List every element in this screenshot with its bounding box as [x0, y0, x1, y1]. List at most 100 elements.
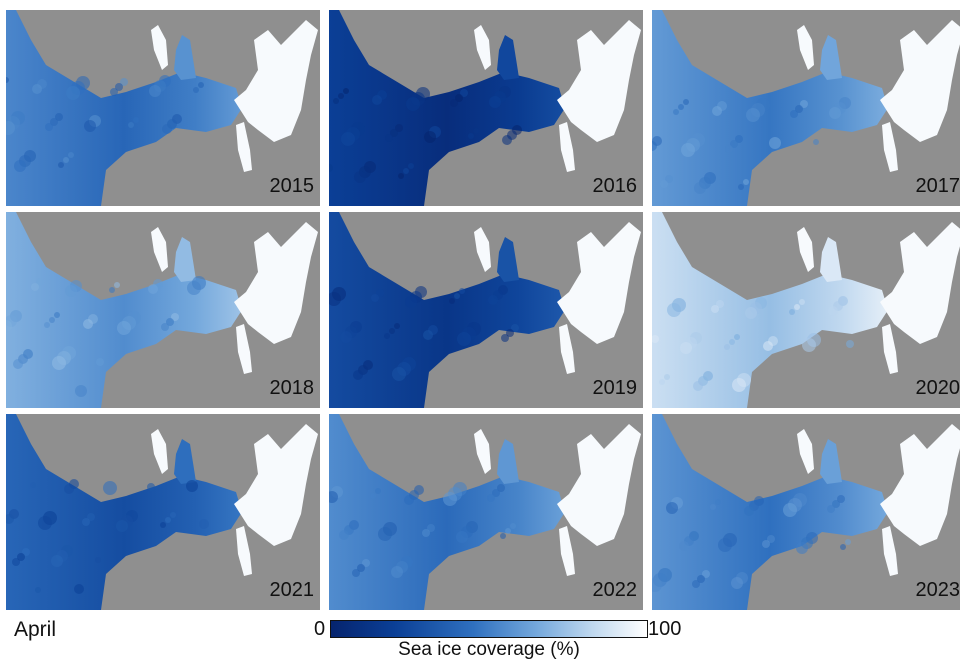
- texture-speck: [35, 587, 41, 593]
- texture-speck: [794, 304, 800, 310]
- texture-speck: [424, 131, 436, 143]
- texture-speck: [87, 513, 95, 521]
- month-label: April: [14, 618, 57, 641]
- texture-speck: [511, 324, 519, 332]
- texture-speck: [423, 330, 433, 340]
- sea-region: [6, 414, 242, 610]
- texture-speck: [673, 109, 679, 115]
- inlet-region: [820, 35, 842, 80]
- texture-speck: [403, 168, 409, 174]
- texture-speck: [502, 135, 512, 145]
- texture-speck: [427, 524, 435, 532]
- inlet-region: [820, 237, 842, 282]
- texture-speck: [762, 540, 770, 548]
- texture-speck: [31, 283, 39, 291]
- ice-bay-region: [557, 222, 641, 344]
- texture-speck: [340, 331, 352, 343]
- ice-bay-region: [880, 424, 960, 546]
- texture-speck: [149, 85, 161, 97]
- colorbar-max-label: 100: [648, 618, 682, 640]
- colorbar-title: Sea ice coverage (%): [398, 639, 580, 660]
- texture-speck: [730, 140, 738, 148]
- texture-speck: [460, 89, 468, 97]
- sea-ice-map: [652, 212, 960, 408]
- ice-arm-north: [474, 227, 491, 272]
- year-label: 2019: [592, 377, 638, 399]
- texture-speck: [30, 482, 36, 488]
- texture-speck: [110, 88, 118, 96]
- year-label: 2017: [915, 175, 960, 197]
- texture-speck: [745, 307, 757, 319]
- map-panel-grid: 2015 2016 2017 2018 2019 2020 2021 2022 2023: [6, 10, 960, 610]
- inlet-region: [174, 35, 196, 80]
- map-panel-2018: 2018: [6, 212, 320, 408]
- texture-speck: [692, 580, 700, 588]
- colorbar-gradient: [330, 620, 648, 638]
- texture-speck: [391, 566, 403, 578]
- texture-speck: [51, 555, 63, 567]
- texture-speck: [329, 491, 338, 503]
- texture-speck: [660, 180, 668, 188]
- texture-speck: [679, 541, 689, 551]
- texture-speck: [744, 506, 754, 516]
- texture-speck: [796, 542, 808, 554]
- texture-speck: [394, 323, 400, 329]
- texture-speck: [652, 335, 659, 343]
- year-label: 2023: [915, 579, 960, 601]
- texture-speck: [171, 313, 179, 321]
- texture-speck: [404, 495, 414, 505]
- texture-speck: [718, 538, 732, 552]
- sea-ice-map: [6, 414, 318, 610]
- texture-speck: [422, 529, 430, 537]
- texture-speck: [459, 288, 465, 294]
- map-panel-2019: 2019: [329, 212, 643, 408]
- texture-speck: [488, 295, 498, 305]
- texture-speck: [746, 108, 760, 122]
- ice-arm-north: [151, 227, 168, 272]
- texture-speck: [738, 184, 744, 190]
- texture-speck: [725, 145, 733, 153]
- texture-speck: [199, 519, 209, 529]
- texture-speck: [13, 359, 23, 369]
- ice-bay-region: [557, 20, 641, 142]
- ice-arm-north: [151, 429, 168, 474]
- texture-speck: [510, 523, 516, 529]
- texture-speck: [187, 281, 201, 295]
- texture-speck: [506, 329, 514, 337]
- texture-speck: [468, 133, 474, 139]
- texture-speck: [837, 495, 845, 503]
- texture-speck: [731, 577, 743, 589]
- texture-speck: [109, 287, 115, 293]
- texture-speck: [161, 323, 169, 331]
- texture-speck: [6, 77, 9, 83]
- texture-speck: [343, 88, 349, 94]
- texture-speck: [734, 334, 740, 340]
- map-panel-2021: 2021: [6, 414, 320, 610]
- texture-speck: [473, 128, 479, 134]
- texture-speck: [450, 99, 458, 107]
- texture-speck: [186, 480, 198, 492]
- ice-arm-north: [797, 429, 814, 474]
- texture-speck: [32, 84, 42, 94]
- ice-arm-north: [797, 25, 814, 70]
- texture-speck: [341, 132, 355, 146]
- texture-speck: [392, 367, 406, 381]
- texture-speck: [666, 502, 678, 514]
- texture-speck: [799, 299, 805, 305]
- texture-speck: [58, 162, 64, 168]
- texture-speck: [65, 285, 77, 297]
- texture-speck: [455, 94, 463, 102]
- texture-speck: [735, 135, 743, 143]
- texture-speck: [12, 558, 20, 566]
- texture-speck: [395, 124, 403, 132]
- texture-speck: [664, 374, 670, 380]
- ice-bay-region: [234, 222, 318, 344]
- map-panel-2015: 2015: [6, 10, 320, 206]
- texture-speck: [389, 328, 395, 334]
- sea-ice-map: [652, 10, 960, 206]
- inlet-region: [820, 439, 842, 484]
- sea-region: [6, 212, 242, 408]
- texture-speck: [398, 173, 404, 179]
- texture-speck: [828, 306, 838, 316]
- texture-speck: [827, 505, 835, 513]
